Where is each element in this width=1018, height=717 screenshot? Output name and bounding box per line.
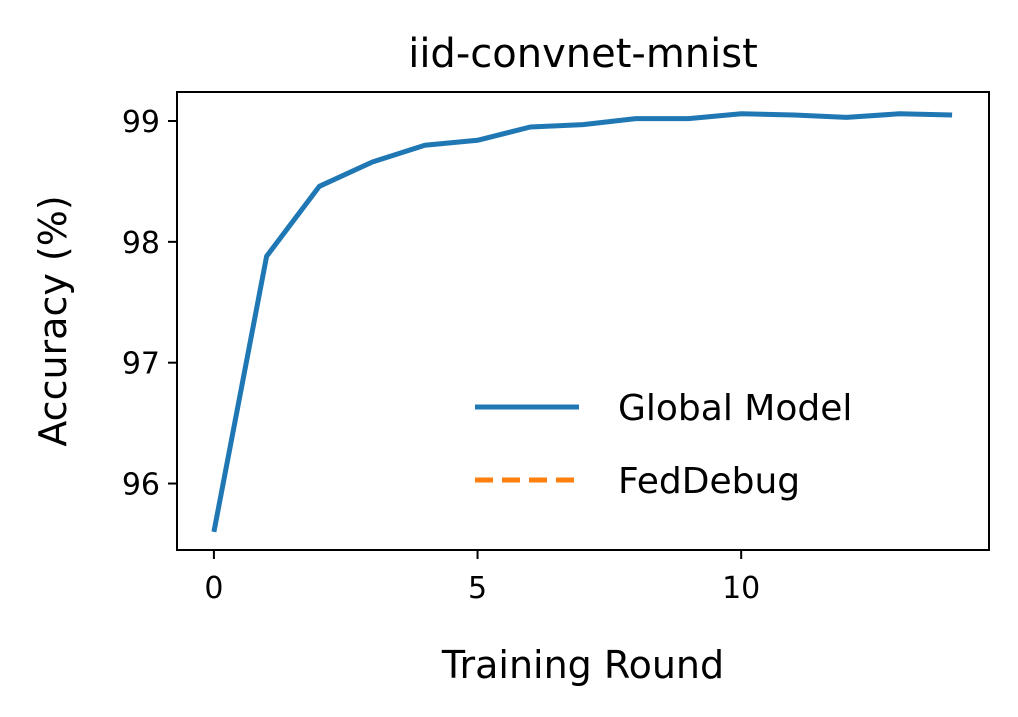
y-tick-label: 97: [122, 347, 160, 382]
chart-title: iid-convnet-mnist: [408, 31, 758, 77]
x-axis-label: Training Round: [441, 643, 724, 687]
legend-label: Global Model: [618, 388, 852, 429]
y-tick-label: 99: [122, 105, 160, 140]
y-tick-label: 98: [122, 226, 160, 261]
series-line-0: [211, 111, 953, 533]
x-tick-label: 5: [468, 571, 487, 606]
legend: Global Model FedDebug: [475, 388, 852, 502]
x-tick-label: 0: [204, 571, 223, 606]
plot-frame: [176, 91, 990, 551]
y-tick-label: 96: [122, 468, 160, 503]
x-tick-label: 10: [722, 571, 760, 606]
y-axis-label: Accuracy (%): [31, 195, 75, 446]
legend-label: FedDebug: [618, 461, 800, 502]
y-axis-ticks: 96 97 98 99: [122, 105, 177, 503]
x-axis-ticks: 0 5 10: [204, 550, 760, 606]
plot-lines: [211, 111, 953, 533]
